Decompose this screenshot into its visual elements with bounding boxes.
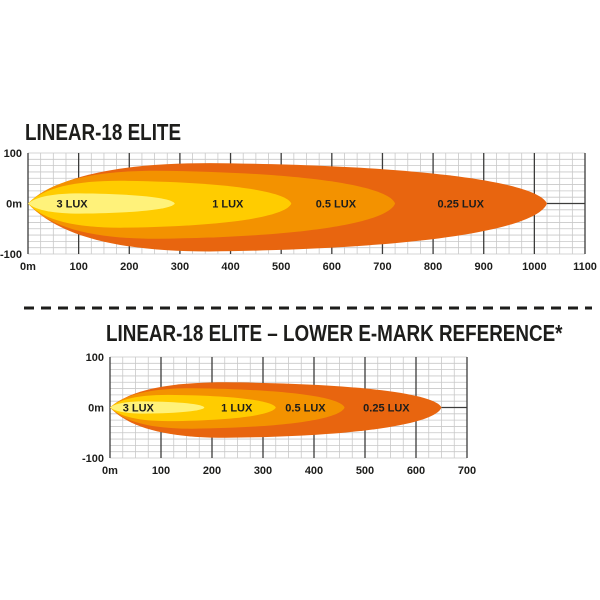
- y-tick-label: -100: [82, 453, 104, 465]
- y-tick-label: 0m: [88, 403, 104, 415]
- x-tick-label: 600: [407, 465, 425, 477]
- y-tick-label: 100: [86, 352, 104, 364]
- lux-label: 0.25 LUX: [437, 199, 484, 211]
- lux-label: 1 LUX: [221, 403, 253, 415]
- x-tick-label: 1000: [522, 261, 546, 273]
- y-tick-label: 0m: [6, 199, 22, 211]
- x-tick-label: 1100: [573, 261, 597, 273]
- lux-label: 3 LUX: [56, 199, 88, 211]
- x-tick-label: 300: [254, 465, 272, 477]
- x-tick-label: 0m: [20, 261, 36, 273]
- beam-contour-3-lux: [28, 193, 175, 214]
- x-tick-label: 900: [475, 261, 493, 273]
- beam-contour-3-lux: [110, 401, 205, 414]
- x-tick-label: 700: [458, 465, 476, 477]
- lux-label: 1 LUX: [212, 199, 244, 211]
- x-tick-label: 400: [305, 465, 323, 477]
- x-tick-label: 500: [272, 261, 290, 273]
- x-tick-label: 600: [323, 261, 341, 273]
- x-tick-label: 300: [171, 261, 189, 273]
- beam-chart-main: 0m 100 200 300 400 500 600 700 800 900 1000 1100 100…: [0, 148, 597, 273]
- lux-label: 3 LUX: [123, 403, 155, 415]
- lux-label: 0.5 LUX: [316, 199, 357, 211]
- x-tick-label: 500: [356, 465, 374, 477]
- x-tick-label: 100: [152, 465, 170, 477]
- x-tick-label: 700: [373, 261, 391, 273]
- lux-label: 0.5 LUX: [285, 403, 326, 415]
- x-tick-label: 200: [203, 465, 221, 477]
- x-tick-label: 0m: [102, 465, 118, 477]
- y-tick-label: 100: [4, 148, 22, 160]
- x-tick-label: 400: [221, 261, 239, 273]
- chart-title-emark: LINEAR-18 ELITE – LOWER E-MARK REFERENCE…: [106, 321, 563, 346]
- lux-label: 0.25 LUX: [363, 403, 410, 415]
- chart-title-main: LINEAR-18 ELITE: [25, 120, 181, 145]
- x-tick-label: 100: [69, 261, 87, 273]
- y-tick-label: -100: [0, 249, 22, 261]
- x-tick-label: 800: [424, 261, 442, 273]
- x-tick-label: 200: [120, 261, 138, 273]
